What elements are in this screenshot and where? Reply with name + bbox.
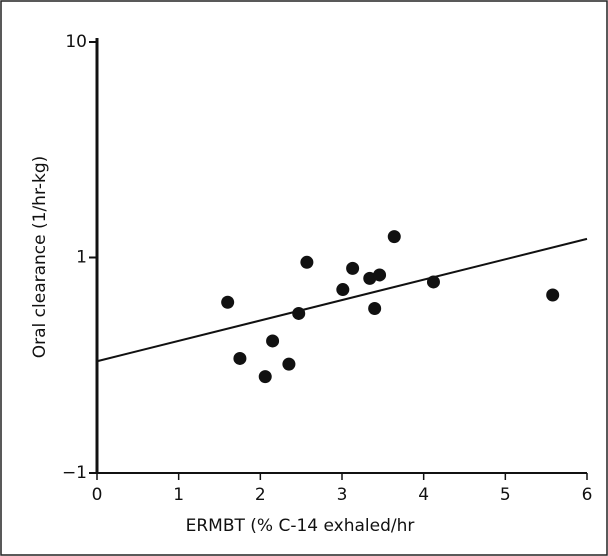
point: [387, 230, 401, 244]
x-tick-label: 6: [582, 485, 593, 505]
point: [292, 306, 306, 320]
point: [233, 351, 247, 365]
point: [282, 357, 296, 371]
x-tick-label: 3: [337, 485, 348, 505]
point: [363, 271, 377, 285]
point: [426, 275, 440, 289]
x-tick-label: 1: [173, 485, 184, 505]
point: [221, 295, 235, 309]
x-tick-label: 0: [92, 485, 103, 505]
y-tick-label: −1: [62, 463, 87, 483]
x-tick-label: 2: [255, 485, 266, 505]
point: [300, 255, 314, 269]
y-axis-label: Oral clearance (1/hr-kg): [30, 156, 50, 359]
point: [336, 283, 350, 297]
y-tick-label: 10: [65, 32, 87, 52]
x-axis-label: ERMBT (% C-14 exhaled/hr: [186, 516, 415, 536]
point: [368, 301, 382, 315]
x-tick-label: 4: [418, 485, 429, 505]
point: [346, 261, 360, 275]
trend-line: [96, 237, 588, 363]
point: [258, 370, 272, 384]
point: [266, 334, 280, 348]
y-tick-label: 1: [76, 248, 87, 268]
x-tick-label: 5: [500, 485, 511, 505]
point: [373, 268, 387, 282]
point: [546, 288, 560, 302]
